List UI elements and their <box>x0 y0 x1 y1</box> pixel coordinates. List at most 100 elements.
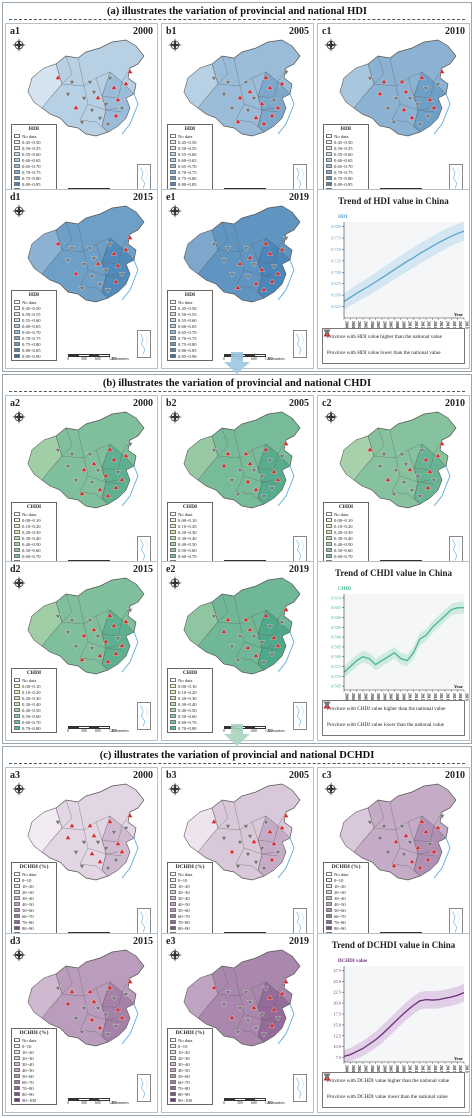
legend-swatch <box>14 708 20 712</box>
china-map <box>183 949 301 1047</box>
legend-label: 0.75~0.80 <box>178 175 197 181</box>
legend-label: 50~60 <box>22 907 34 913</box>
south-china-sea-inset <box>137 164 151 192</box>
legend-item: 0.00~0.10 <box>170 683 210 689</box>
high-province-marker <box>439 440 445 446</box>
south-china-sea-inset <box>449 536 463 564</box>
legend-label: 0.80~0.85 <box>334 181 353 187</box>
high-province-marker <box>263 446 269 452</box>
panel-year: 2015 <box>133 936 153 947</box>
legend-label: 0.65~0.70 <box>178 329 197 335</box>
province-border <box>117 977 131 1009</box>
legend-label: 80~90 <box>178 1091 190 1097</box>
low-province-marker <box>381 824 387 830</box>
legend-label: 0.50~0.55 <box>22 311 41 317</box>
legend-high-label: Province with CHDI value higher than the… <box>327 706 446 712</box>
legend-label: 0~10 <box>334 877 344 883</box>
legend-swatch <box>170 330 176 334</box>
province-border <box>261 109 279 113</box>
legend-label: 40~50 <box>334 901 346 907</box>
legend-label: 0.45~0.50 <box>178 305 197 311</box>
low-province-marker <box>425 114 431 120</box>
map-panel-a2: a2 2000 CHDI No data 0.00~0.10 0.10~0.20 0.20~… <box>5 395 158 575</box>
china-map <box>27 577 145 675</box>
legend-swatch <box>326 548 332 552</box>
high-province-marker <box>269 1022 275 1028</box>
high-province-marker <box>97 858 103 864</box>
legend-swatch <box>14 872 20 876</box>
section-3: (c) illustrates the variation of provinc… <box>2 746 472 1116</box>
panel-year: 2005 <box>289 26 309 37</box>
high-province-marker <box>91 460 97 466</box>
legend-label: 90~100 <box>22 1097 36 1103</box>
x-tick-label: 2012 <box>420 321 424 329</box>
panel-label: d1 <box>10 192 21 203</box>
map-panel-a3: a3 2000 DCHDI (%) No data 0~10 10~20 20~30 30~4… <box>5 767 158 947</box>
high-province-marker <box>261 286 267 292</box>
province-border <box>261 275 279 279</box>
high-province-marker <box>435 452 441 458</box>
legend-item: 30~40 <box>170 895 210 901</box>
high-province-marker <box>399 78 405 84</box>
legend-label: 0.75~0.80 <box>178 341 197 347</box>
chart-title: Trend of DCHDI value in China <box>331 940 456 950</box>
high-province-marker <box>111 622 117 628</box>
panel-year: 2005 <box>289 770 309 781</box>
legend-item: 0.20~0.30 <box>326 529 366 535</box>
legend-swatch <box>170 1062 176 1066</box>
panel-year: 2000 <box>133 398 153 409</box>
scale-bar-graphic <box>68 354 110 357</box>
trend-legend: Province with HDI value higher than the … <box>322 328 465 364</box>
north-arrow-icon <box>324 38 338 52</box>
low-province-marker <box>95 634 101 640</box>
x-tick-label: 2013 <box>427 321 431 329</box>
low-province-marker <box>385 850 391 856</box>
low-province-marker <box>65 258 71 264</box>
legend-item: 0.00~0.10 <box>170 517 210 523</box>
legend-swatch <box>170 926 176 930</box>
low-province-marker <box>247 1000 253 1006</box>
legend-swatch <box>14 1074 20 1078</box>
scale-bar-graphic <box>224 354 266 357</box>
low-province-marker <box>283 236 289 242</box>
map-panel-e1: e1 2019 HDI No data 0.45~0.50 0.50~0.55 0.55~0… <box>161 189 314 369</box>
province-border <box>261 481 279 485</box>
legend-label: 10~20 <box>178 883 190 889</box>
high-province-marker <box>119 642 125 648</box>
panel-label: e1 <box>166 192 176 203</box>
low-province-marker <box>377 836 383 842</box>
high-province-marker <box>113 278 119 284</box>
x-tick-label: 2016 <box>446 1065 450 1073</box>
legend-swatch <box>14 690 20 694</box>
gray-triangle-down-icon <box>323 1073 331 1081</box>
low-province-marker <box>419 448 425 454</box>
high-province-marker <box>225 616 231 622</box>
south-china-sea-inset <box>293 1074 307 1102</box>
legend-swatch <box>170 170 176 174</box>
panel-year: 2019 <box>289 564 309 575</box>
scale-unit: Kilometers <box>268 1101 285 1105</box>
high-province-marker <box>89 1016 95 1022</box>
legend-item: 0.60~0.65 <box>170 157 210 163</box>
china-map <box>183 577 301 675</box>
legend-item: 40~50 <box>326 901 366 907</box>
high-province-marker <box>115 1006 121 1012</box>
legend-swatch <box>14 684 20 688</box>
province-border <box>79 285 109 299</box>
legend-label: 0.55~0.60 <box>22 151 41 157</box>
low-province-marker <box>73 1016 79 1022</box>
legend-item: No data <box>14 133 54 139</box>
province-border <box>105 1019 123 1023</box>
x-tick-label: 2003 <box>363 1065 367 1073</box>
x-axis-label: Year <box>454 312 463 317</box>
low-province-marker <box>245 108 251 114</box>
legend-swatch <box>14 1062 20 1066</box>
low-province-marker <box>423 86 429 92</box>
low-province-marker <box>87 452 93 458</box>
panel-label: e2 <box>166 564 176 575</box>
x-tick-label: 2002 <box>357 693 361 701</box>
y-tick-label: 0.605 <box>331 605 342 610</box>
legend-swatch <box>170 324 176 328</box>
south-china-sea-inset <box>137 702 151 730</box>
legend-swatch <box>326 896 332 900</box>
